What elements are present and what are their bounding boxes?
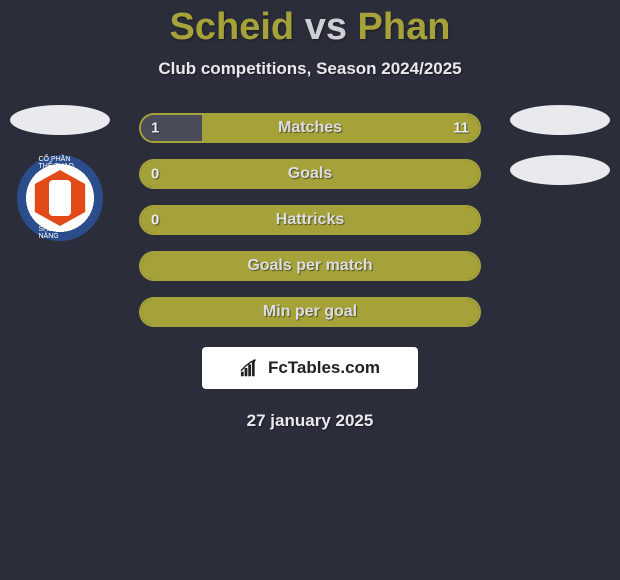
stat-bar: Goals per match	[139, 251, 481, 281]
player1-name: Scheid	[170, 6, 295, 48]
content-area: CỔ PHẦN THỂ THAO SHB · ĐÀ NẴNG 111Matche…	[0, 113, 620, 431]
vs-text: vs	[305, 6, 347, 48]
badge-ring-bottom: SHB · ĐÀ NẴNG	[39, 226, 82, 240]
club-badge-placeholder	[510, 155, 610, 185]
right-badges	[510, 105, 610, 185]
comparison-title: Scheid vs Phan	[0, 0, 620, 49]
bar-label: Matches	[278, 119, 342, 137]
stats-bars: 111Matches0Goals0HattricksGoals per matc…	[139, 113, 481, 327]
player2-name: Phan	[358, 6, 451, 48]
bar-value-left: 1	[151, 120, 159, 137]
subtitle: Club competitions, Season 2024/2025	[0, 59, 620, 79]
bar-label: Goals	[288, 165, 332, 183]
bar-label: Hattricks	[276, 211, 344, 229]
footer-date: 27 january 2025	[0, 411, 620, 431]
fctables-logo-icon	[240, 358, 262, 378]
branding-box: FcTables.com	[202, 347, 418, 389]
bar-value-left: 0	[151, 166, 159, 183]
left-badges: CỔ PHẦN THỂ THAO SHB · ĐÀ NẴNG	[10, 105, 110, 241]
bar-label: Min per goal	[263, 303, 357, 321]
club-badge-inner-icon	[32, 170, 88, 226]
bar-value-right: 11	[453, 120, 469, 137]
bar-label: Goals per match	[247, 257, 372, 275]
bar-value-left: 0	[151, 212, 159, 229]
club-badge-danang: CỔ PHẦN THỂ THAO SHB · ĐÀ NẴNG	[17, 155, 103, 241]
stat-bar: Min per goal	[139, 297, 481, 327]
club-badge-placeholder	[510, 105, 610, 135]
stat-bar: 0 Hattricks	[139, 205, 481, 235]
stat-bar: 111Matches	[139, 113, 481, 143]
club-badge-placeholder	[10, 105, 110, 135]
badge-ring-top: CỔ PHẦN THỂ THAO	[39, 156, 82, 170]
branding-text: FcTables.com	[268, 358, 380, 378]
stat-bar: 0 Goals	[139, 159, 481, 189]
